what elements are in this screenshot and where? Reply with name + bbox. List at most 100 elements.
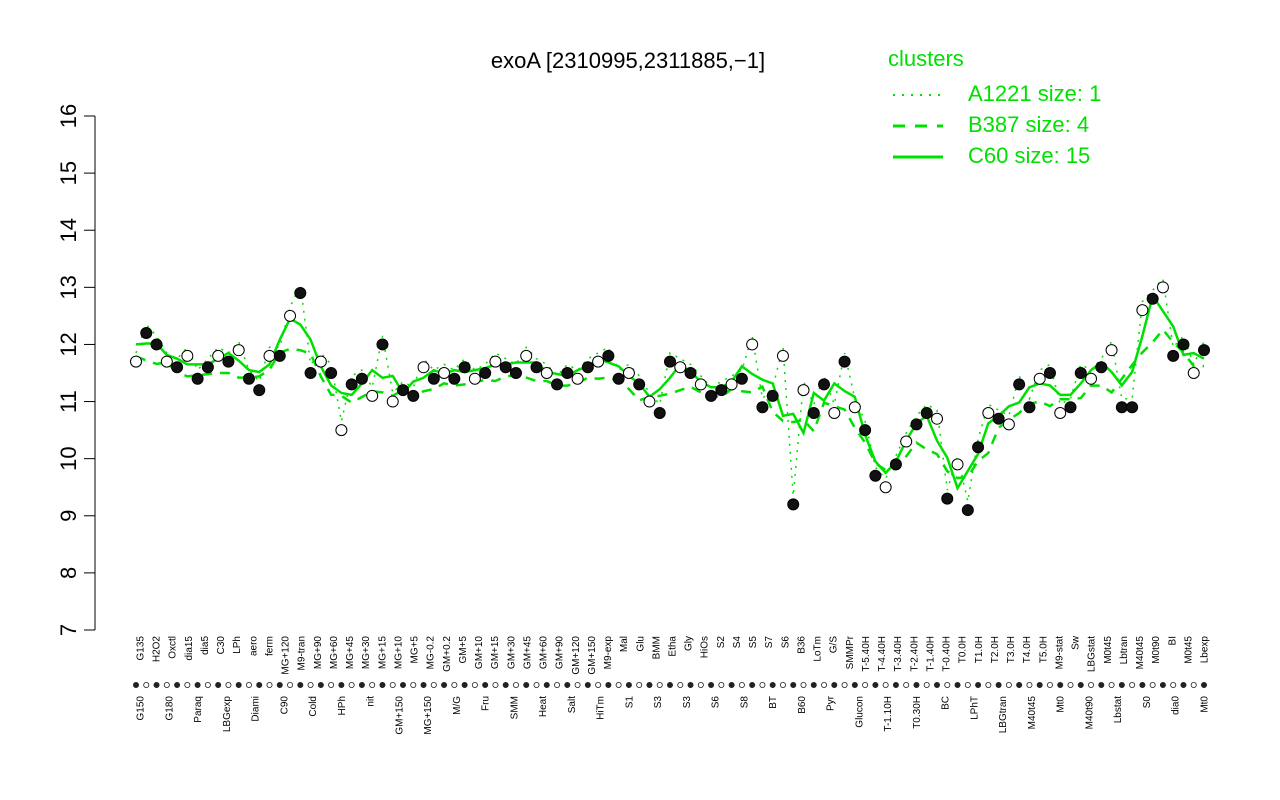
x-tick-label: Mt0: [1056, 696, 1067, 713]
data-point: [1064, 401, 1077, 414]
rug-mark: [800, 682, 807, 689]
data-point: [992, 412, 1005, 425]
rug-mark: [851, 682, 858, 689]
data-point: [1115, 401, 1128, 414]
rug-mark: [215, 682, 222, 689]
y-tick-label: 8: [56, 567, 81, 579]
data-point: [386, 395, 399, 408]
x-tick-label: Etha: [668, 636, 679, 657]
data-point: [1156, 281, 1169, 294]
rug-mark: [1139, 682, 1146, 689]
x-tick-label: LBGstat: [1087, 636, 1098, 672]
data-point: [530, 361, 543, 374]
data-point: [941, 492, 954, 505]
chart-title: exoA [2310995,2311885,−1]: [491, 48, 765, 73]
rug-mark: [667, 682, 674, 689]
x-tick-label: G135: [136, 636, 147, 661]
rug-mark: [543, 682, 550, 689]
x-tick-label: M0t90: [1151, 636, 1162, 664]
data-point: [694, 378, 707, 391]
data-point: [756, 401, 769, 414]
rug-mark: [862, 682, 869, 689]
x-tick-label: M40t45: [1027, 696, 1038, 730]
data-point: [1002, 418, 1015, 431]
data-point: [1136, 304, 1149, 317]
data-point: [1198, 344, 1210, 357]
data-point: [684, 367, 697, 379]
data-point: [705, 389, 718, 402]
x-tick-label: SMMPr: [845, 635, 856, 669]
data-point: [417, 361, 430, 374]
rug-mark: [461, 682, 468, 689]
rug-mark: [759, 682, 766, 689]
x-tick-label: M/G: [452, 696, 463, 715]
x-tick-label: ferm: [264, 636, 275, 656]
rug-mark: [482, 682, 489, 689]
data-point: [438, 367, 451, 379]
x-tick-label: M40t90: [1084, 696, 1095, 730]
rug-mark: [564, 682, 571, 689]
x-tick-label: MG-0.2: [426, 636, 437, 670]
data-point: [1013, 378, 1026, 391]
data-point: [181, 349, 194, 362]
rug-mark: [1149, 682, 1156, 689]
x-tick-label: GM+45: [522, 636, 533, 670]
rug-mark: [174, 682, 181, 689]
y-tick-label: 10: [56, 446, 81, 470]
rug-mark: [1098, 682, 1105, 689]
data-point: [1146, 292, 1159, 305]
rug-mark: [184, 682, 191, 689]
rug-mark: [1118, 682, 1125, 689]
rug-mark: [646, 682, 653, 689]
x-tick-label: GM+0.2: [442, 636, 453, 672]
data-point: [592, 355, 605, 368]
rug-mark: [1057, 682, 1064, 689]
x-tick-label: T-4.40H: [877, 636, 888, 672]
data-point: [1054, 406, 1067, 419]
x-tick-label: S6: [780, 636, 791, 649]
rug-mark: [420, 682, 427, 689]
x-tick-label: T0.0H: [958, 636, 969, 663]
data-point: [602, 349, 615, 362]
data-point: [889, 458, 902, 471]
x-tick-label: HPh: [337, 696, 348, 715]
x-tick-label: Fru: [481, 696, 492, 711]
legend-label-1: A1221 size: 1: [968, 81, 1101, 106]
rug-mark: [1046, 682, 1053, 689]
x-tick-label: LPhT: [969, 696, 980, 720]
x-tick-label: aero: [248, 636, 259, 656]
x-tick-label: Lbstat: [1113, 696, 1124, 723]
x-tick-label: GM+15: [490, 636, 501, 670]
rug-mark: [430, 682, 437, 689]
x-tick-label: GM+150: [394, 696, 405, 735]
rug-mark: [790, 682, 797, 689]
x-tick-label: Lbexp: [1200, 636, 1211, 664]
x-tick-label: MG+120: [281, 636, 292, 675]
x-tick-label: S7: [764, 636, 775, 649]
x-tick-label: Glucon: [854, 696, 865, 728]
rug-mark: [923, 682, 930, 689]
data-point: [242, 372, 255, 385]
rug-mark: [913, 682, 920, 689]
data-point: [561, 367, 574, 379]
data-point: [509, 367, 522, 379]
x-axis-labels: G135 H2O2 Oxctl dia15 dia5 C30 LPh aero ferm MG+1…: [136, 635, 1211, 734]
rug-mark: [636, 682, 643, 689]
data-point: [622, 367, 635, 379]
data-point: [920, 406, 933, 419]
rug-mark: [1005, 682, 1012, 689]
x-tick-label: MG+10: [393, 636, 404, 670]
x-tick-label: MG+30: [361, 636, 372, 670]
rug-mark: [738, 682, 745, 689]
x-tick-label: Diami: [251, 696, 262, 722]
x-tick-label: BMM: [651, 636, 662, 659]
data-point: [715, 384, 728, 397]
x-tick-label: G/S: [829, 636, 840, 654]
data-point: [191, 372, 204, 385]
data-point: [355, 372, 368, 385]
rug-mark: [954, 682, 961, 689]
data-point: [571, 372, 584, 385]
rug-mark: [625, 682, 632, 689]
cluster-line-b387: [135, 327, 1204, 480]
x-tick-label: GM+90: [555, 636, 566, 670]
